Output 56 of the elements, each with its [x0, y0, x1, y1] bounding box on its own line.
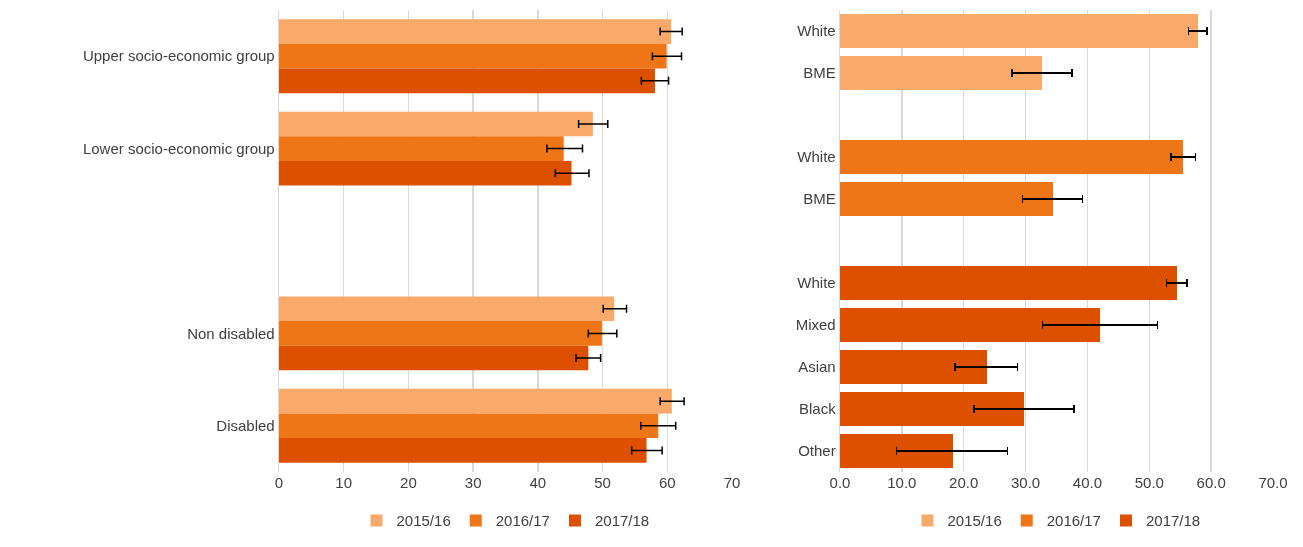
- legend-label: 2017/18: [594, 512, 650, 530]
- bar: [840, 14, 1198, 48]
- y-tick-label: White: [797, 274, 836, 292]
- x-tick-label: 60.0: [1196, 474, 1226, 491]
- bar: [279, 19, 672, 44]
- bar: [279, 68, 655, 94]
- x-tick-label: 10.0: [887, 474, 917, 491]
- bar: [279, 438, 647, 463]
- x-tick-label: 10: [335, 474, 353, 491]
- legend-label: 2016/17: [1046, 512, 1101, 530]
- y-tick-label: Upper socio-economic group: [82, 47, 275, 65]
- bar: [279, 43, 667, 69]
- bar: [840, 266, 1178, 300]
- y-tick-label: Asian: [798, 358, 836, 376]
- x-tick-label: 0: [274, 474, 284, 491]
- bar: [279, 388, 672, 414]
- x-tick-label: 70.0: [1258, 474, 1288, 491]
- y-tick-label: Other: [798, 442, 836, 460]
- bar: [840, 56, 1043, 90]
- y-tick-label: Lower socio-economic group: [82, 139, 275, 157]
- bar: [840, 308, 1101, 342]
- bar: [279, 136, 564, 161]
- x-tick-label: 0.0: [829, 474, 851, 491]
- x-tick-label: 30: [464, 474, 482, 491]
- x-tick-label: 50: [594, 474, 611, 491]
- y-tick-label: BME: [803, 64, 836, 82]
- bar: [279, 413, 659, 439]
- y-tick-label: White: [797, 22, 836, 40]
- y-tick-label: Disabled: [216, 417, 275, 435]
- y-tick-label: BME: [803, 190, 836, 208]
- y-tick-label: Non disabled: [187, 324, 275, 342]
- x-tick-label: 20: [400, 474, 417, 491]
- y-tick-label: White: [797, 148, 836, 166]
- x-tick-label: 40.0: [1072, 474, 1103, 491]
- x-tick-label: 40: [529, 474, 547, 491]
- bar: [840, 392, 1024, 426]
- y-tick-label: Black: [799, 400, 837, 418]
- x-tick-label: 60: [658, 474, 676, 491]
- bar: [279, 296, 615, 322]
- x-tick-label: 20.0: [949, 474, 979, 491]
- legend-label: 2015/16: [947, 512, 1002, 530]
- x-tick-label: 50.0: [1134, 474, 1164, 491]
- bar: [840, 434, 953, 468]
- bar: [840, 350, 987, 384]
- bar: [279, 111, 593, 137]
- legend-label: 2015/16: [396, 512, 451, 530]
- legend-label: 2016/17: [495, 512, 550, 530]
- legend-label: 2017/18: [1145, 512, 1201, 530]
- bar: [840, 182, 1054, 216]
- bar: [279, 160, 572, 186]
- x-tick-label: 30.0: [1010, 474, 1041, 491]
- bar: [279, 321, 602, 346]
- bar: [279, 345, 589, 371]
- y-tick-label: Mixed: [795, 316, 836, 334]
- x-tick-label: 70: [723, 474, 741, 491]
- bar: [840, 140, 1184, 174]
